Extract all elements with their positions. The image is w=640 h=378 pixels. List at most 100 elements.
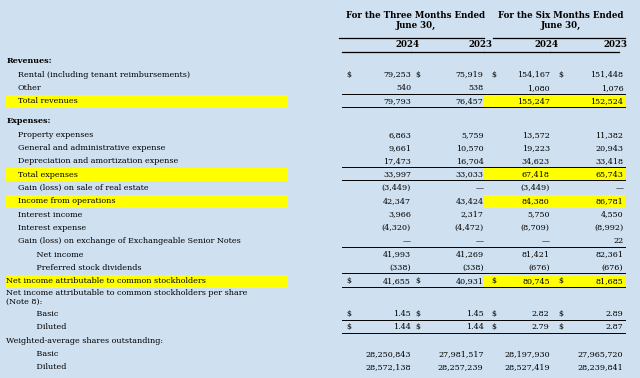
Text: 538: 538 (468, 84, 484, 92)
Text: 33,418: 33,418 (595, 157, 623, 165)
Text: 42,347: 42,347 (383, 197, 411, 205)
Text: 1,080: 1,080 (527, 84, 550, 92)
Text: General and administrative expense: General and administrative expense (18, 144, 165, 152)
Text: 28,250,843: 28,250,843 (365, 350, 411, 358)
Text: $: $ (558, 277, 563, 285)
Bar (484, 168, 550, 181)
Text: $: $ (346, 71, 351, 79)
Text: 2.82: 2.82 (532, 310, 550, 318)
Text: $: $ (558, 71, 563, 79)
Text: 151,448: 151,448 (591, 71, 623, 79)
Text: 16,704: 16,704 (456, 157, 484, 165)
Text: 33,997: 33,997 (383, 170, 411, 179)
Text: 1.45: 1.45 (394, 310, 411, 318)
Text: $: $ (492, 71, 497, 79)
Text: Basic: Basic (29, 350, 58, 358)
Text: —: — (403, 237, 411, 245)
Text: Total expenses: Total expenses (18, 170, 77, 179)
Text: Other: Other (18, 84, 42, 92)
Text: $: $ (415, 71, 420, 79)
Bar (550, 94, 625, 108)
Text: 3,966: 3,966 (388, 211, 411, 218)
Text: (676): (676) (602, 264, 623, 272)
Text: 5,750: 5,750 (527, 211, 550, 218)
Text: —: — (541, 237, 550, 245)
Text: (8,992): (8,992) (594, 224, 623, 232)
Text: 79,253: 79,253 (383, 71, 411, 79)
Text: 13,572: 13,572 (522, 131, 550, 139)
Bar (550, 168, 625, 181)
Text: 80,745: 80,745 (522, 277, 550, 285)
Text: $: $ (346, 323, 351, 332)
Text: 76,457: 76,457 (456, 97, 484, 105)
Text: 28,527,419: 28,527,419 (504, 363, 550, 371)
Text: (4,472): (4,472) (454, 224, 484, 232)
Bar (484, 94, 550, 108)
Text: (3,449): (3,449) (381, 184, 411, 192)
Text: For the Three Months Ended
June 30,: For the Three Months Ended June 30, (346, 11, 485, 30)
Text: 82,361: 82,361 (595, 251, 623, 259)
Text: $: $ (346, 310, 351, 318)
Text: 27,981,517: 27,981,517 (438, 350, 484, 358)
Text: Interest expense: Interest expense (18, 224, 86, 232)
Text: 28,197,930: 28,197,930 (504, 350, 550, 358)
Text: Diluted: Diluted (29, 363, 67, 371)
Text: Rental (including tenant reimbursements): Rental (including tenant reimbursements) (18, 71, 190, 79)
Text: 28,572,138: 28,572,138 (365, 363, 411, 371)
Text: 41,655: 41,655 (383, 277, 411, 285)
Text: 1,076: 1,076 (601, 84, 623, 92)
Text: $: $ (415, 277, 420, 285)
Text: 84,380: 84,380 (522, 197, 550, 205)
Text: Net income attributable to common stockholders: Net income attributable to common stockh… (6, 277, 206, 285)
Text: $: $ (346, 277, 351, 285)
Text: 2023: 2023 (604, 40, 628, 49)
Text: 34,623: 34,623 (522, 157, 550, 165)
Text: (676): (676) (528, 264, 550, 272)
Text: 1.44: 1.44 (393, 323, 411, 332)
Text: 540: 540 (396, 84, 411, 92)
Text: 65,743: 65,743 (596, 170, 623, 179)
Text: 67,418: 67,418 (522, 170, 550, 179)
Text: 5,759: 5,759 (461, 131, 484, 139)
Text: 19,223: 19,223 (522, 144, 550, 152)
Text: (338): (338) (462, 264, 484, 272)
Text: Depreciation and amortization expense: Depreciation and amortization expense (18, 157, 178, 165)
Text: 28,239,841: 28,239,841 (578, 363, 623, 371)
Text: Basic: Basic (29, 310, 58, 318)
Text: 33,033: 33,033 (456, 170, 484, 179)
Text: 41,269: 41,269 (456, 251, 484, 259)
Text: 2.79: 2.79 (532, 323, 550, 332)
Text: 41,993: 41,993 (383, 251, 411, 259)
Text: 43,424: 43,424 (456, 197, 484, 205)
Text: —: — (616, 184, 623, 192)
Text: 1.45: 1.45 (466, 310, 484, 318)
Text: Preferred stock dividends: Preferred stock dividends (29, 264, 141, 272)
Text: $: $ (415, 310, 420, 318)
Text: (8,709): (8,709) (521, 224, 550, 232)
Text: $: $ (558, 310, 563, 318)
Bar (6, 94, 288, 108)
Bar (6, 274, 288, 288)
Text: (Note 8):: (Note 8): (6, 298, 43, 306)
Text: (4,320): (4,320) (382, 224, 411, 232)
Text: 155,247: 155,247 (517, 97, 550, 105)
Text: Gain (loss) on exchange of Exchangeable Senior Notes: Gain (loss) on exchange of Exchangeable … (18, 237, 241, 245)
Text: Gain (loss) on sale of real estate: Gain (loss) on sale of real estate (18, 184, 148, 192)
Text: 20,943: 20,943 (595, 144, 623, 152)
Text: Property expenses: Property expenses (18, 131, 93, 139)
Text: 152,524: 152,524 (591, 97, 623, 105)
Text: 6,863: 6,863 (388, 131, 411, 139)
Text: 2024: 2024 (534, 40, 559, 49)
Text: 2023: 2023 (468, 40, 492, 49)
Bar (550, 195, 625, 208)
Text: (3,449): (3,449) (520, 184, 550, 192)
Text: Revenues:: Revenues: (6, 57, 52, 65)
Text: Diluted: Diluted (29, 323, 67, 332)
Text: For the Six Months Ended
June 30,: For the Six Months Ended June 30, (498, 11, 623, 30)
Text: 40,931: 40,931 (456, 277, 484, 285)
Text: Interest income: Interest income (18, 211, 82, 218)
Bar (484, 195, 550, 208)
Text: 11,382: 11,382 (595, 131, 623, 139)
Text: 22: 22 (613, 237, 623, 245)
Text: 2.89: 2.89 (605, 310, 623, 318)
